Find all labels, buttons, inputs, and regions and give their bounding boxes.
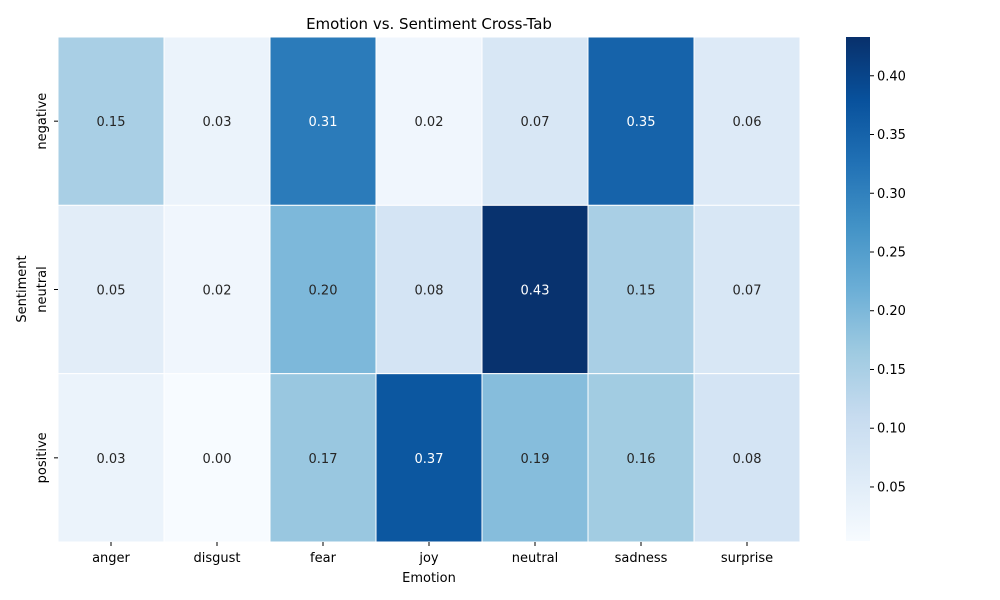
- heatmap-cell-negative-fear: [269, 36, 377, 206]
- colorbar-tick-label: 0.20: [877, 304, 906, 319]
- heatmap-cells: [57, 36, 801, 543]
- y-axis-label: Sentiment: [15, 255, 30, 322]
- heatmap-cell-negative-disgust: [163, 36, 271, 206]
- colorbar: 0.05 0.10 0.15 0.20 0.25 0.30 0.35 0.40: [846, 37, 906, 541]
- x-tick-label-neutral: neutral: [512, 551, 559, 566]
- cell-value-label: 0.03: [97, 452, 126, 467]
- cell-value-label: 0.08: [733, 452, 762, 467]
- cell-value-label: 0.02: [415, 115, 444, 130]
- heatmap-cell-positive-joy: [375, 373, 483, 543]
- cell-value-label: 0.05: [97, 284, 126, 299]
- x-axis: anger disgust fear joy neutral sadness surpris…: [92, 542, 773, 566]
- heatmap-cell-positive-sadness: [587, 373, 695, 543]
- y-tick-label-neutral: neutral: [35, 266, 50, 313]
- cell-value-label: 0.20: [309, 284, 338, 299]
- heatmap-cell-negative-anger: [57, 36, 165, 206]
- cell-value-label: 0.06: [733, 115, 762, 130]
- cell-value-label: 0.15: [97, 115, 126, 130]
- cell-value-label: 0.31: [309, 115, 338, 130]
- cell-value-label: 0.37: [415, 452, 444, 467]
- cell-value-label: 0.02: [203, 284, 232, 299]
- heatmap-cell-negative-sadness: [587, 36, 695, 206]
- y-axis: negative neutral positive: [35, 93, 58, 483]
- colorbar-tick-label: 0.40: [877, 69, 906, 84]
- x-tick-label-fear: fear: [310, 551, 337, 566]
- heatmap-cell-neutral-sadness: [587, 204, 695, 375]
- heatmap-cell-neutral-anger: [57, 204, 165, 375]
- heatmap-cell-positive-disgust: [163, 373, 271, 543]
- x-tick-label-surprise: surprise: [721, 551, 773, 566]
- cell-value-label: 0.16: [627, 452, 656, 467]
- colorbar-gradient: [846, 37, 870, 541]
- cell-value-label: 0.03: [203, 115, 232, 130]
- colorbar-tick-label: 0.35: [877, 128, 906, 143]
- heatmap-cell-negative-neutral: [481, 36, 589, 206]
- cell-value-label: 0.07: [521, 115, 550, 130]
- heatmap-cell-labels: 0.15 0.03 0.31 0.02 0.07 0.35 0.06 0.05 0.02 0.20…: [97, 115, 762, 467]
- cell-value-label: 0.19: [521, 452, 550, 467]
- cell-value-label: 0.15: [627, 284, 656, 299]
- colorbar-tick-label: 0.05: [877, 480, 906, 495]
- cell-value-label: 0.00: [203, 452, 232, 467]
- cell-value-label: 0.08: [415, 284, 444, 299]
- colorbar-tick-label: 0.15: [877, 363, 906, 378]
- x-tick-label-anger: anger: [92, 551, 130, 566]
- heatmap-cell-positive-surprise: [693, 373, 801, 543]
- heatmap-cell-neutral-fear: [269, 204, 377, 375]
- heatmap-cell-positive-fear: [269, 373, 377, 543]
- chart-title: Emotion vs. Sentiment Cross-Tab: [306, 15, 552, 33]
- heatmap-cell-neutral-surprise: [693, 204, 801, 375]
- cell-value-label: 0.35: [627, 115, 656, 130]
- y-tick-label-positive: positive: [35, 432, 50, 483]
- colorbar-tick-label: 0.30: [877, 187, 906, 202]
- cell-value-label: 0.07: [733, 284, 762, 299]
- colorbar-tick-label: 0.10: [877, 422, 906, 437]
- colorbar-tick-label: 0.25: [877, 245, 906, 260]
- cell-value-label: 0.17: [309, 452, 338, 467]
- heatmap-cell-positive-anger: [57, 373, 165, 543]
- y-tick-label-negative: negative: [35, 93, 50, 150]
- heatmap-cell-negative-joy: [375, 36, 483, 206]
- x-tick-label-sadness: sadness: [615, 551, 668, 566]
- x-axis-label: Emotion: [402, 571, 456, 586]
- heatmap-cell-neutral-neutral: [481, 204, 589, 375]
- cell-value-label: 0.43: [521, 284, 550, 299]
- x-tick-label-disgust: disgust: [194, 551, 241, 566]
- x-tick-label-joy: joy: [418, 551, 439, 566]
- heatmap-cell-positive-neutral: [481, 373, 589, 543]
